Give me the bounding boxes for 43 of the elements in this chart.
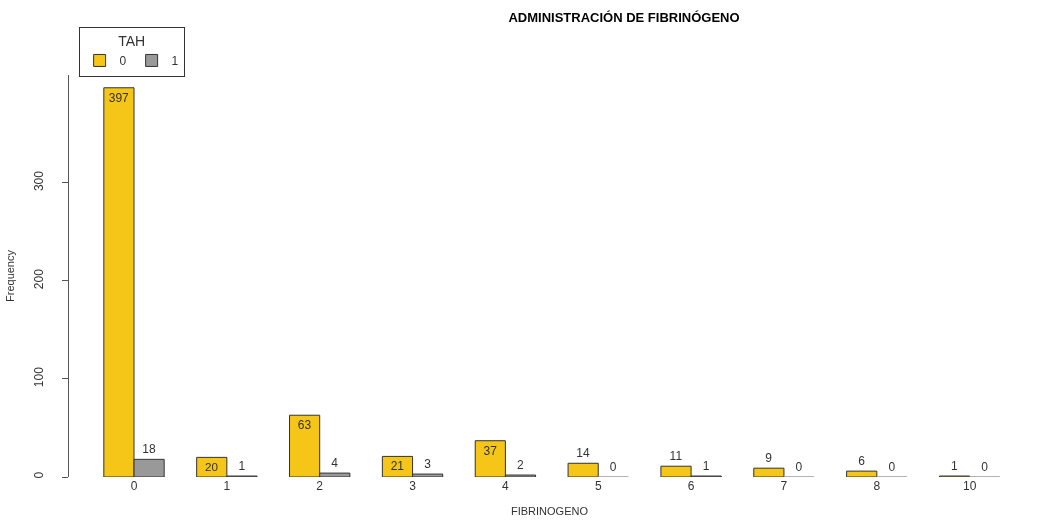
bar: [753, 467, 785, 477]
data-label: 63: [297, 418, 312, 433]
x-tick-label: 1: [223, 479, 231, 493]
x-tick-label: 4: [502, 479, 510, 493]
x-tick-label: 3: [409, 479, 417, 493]
data-label: 21: [390, 459, 405, 474]
data-label: 37: [483, 443, 498, 458]
chart-title: ADMINISTRACIÓN DE FIBRINÓGENO: [508, 10, 740, 26]
x-tick-label: 5: [594, 479, 602, 493]
x-tick-label: 0: [130, 479, 138, 493]
data-label: 1: [702, 459, 710, 474]
y-axis-title: Frequency: [3, 249, 16, 302]
data-label: 6: [858, 454, 866, 469]
x-tick-label: 7: [780, 479, 788, 493]
data-label: 20: [205, 460, 219, 474]
data-label: 1: [238, 459, 246, 474]
data-label: 2: [516, 458, 524, 473]
data-label: 9: [765, 451, 773, 466]
x-tick-label: 6: [687, 479, 695, 493]
x-tick-label: 8: [873, 479, 881, 493]
legend-label: 0: [119, 54, 127, 69]
legend-title: TAH: [118, 32, 146, 49]
bar: [846, 470, 878, 477]
data-label: 0: [888, 460, 896, 474]
data-label: 0: [795, 460, 803, 474]
bar: [567, 462, 599, 477]
data-label: 1: [951, 459, 959, 474]
data-label: 0: [609, 460, 617, 474]
y-tick-label: 300: [32, 170, 47, 192]
data-label: 18: [142, 442, 156, 457]
y-tick-label: 200: [32, 268, 47, 290]
x-axis-title: FIBRINOGENO: [510, 505, 589, 518]
legend-label: 1: [171, 54, 179, 69]
data-label: 11: [669, 449, 683, 464]
data-label: 397: [108, 90, 130, 105]
x-tick-label: 2: [316, 479, 324, 493]
x-tick-label: 10: [962, 479, 977, 493]
data-label: 14: [576, 446, 590, 461]
data-label: 0: [981, 460, 989, 474]
y-tick-label: 100: [32, 366, 47, 388]
data-label: 4: [331, 456, 339, 471]
data-label: 3: [424, 457, 432, 472]
y-tick-label: 0: [32, 471, 47, 479]
